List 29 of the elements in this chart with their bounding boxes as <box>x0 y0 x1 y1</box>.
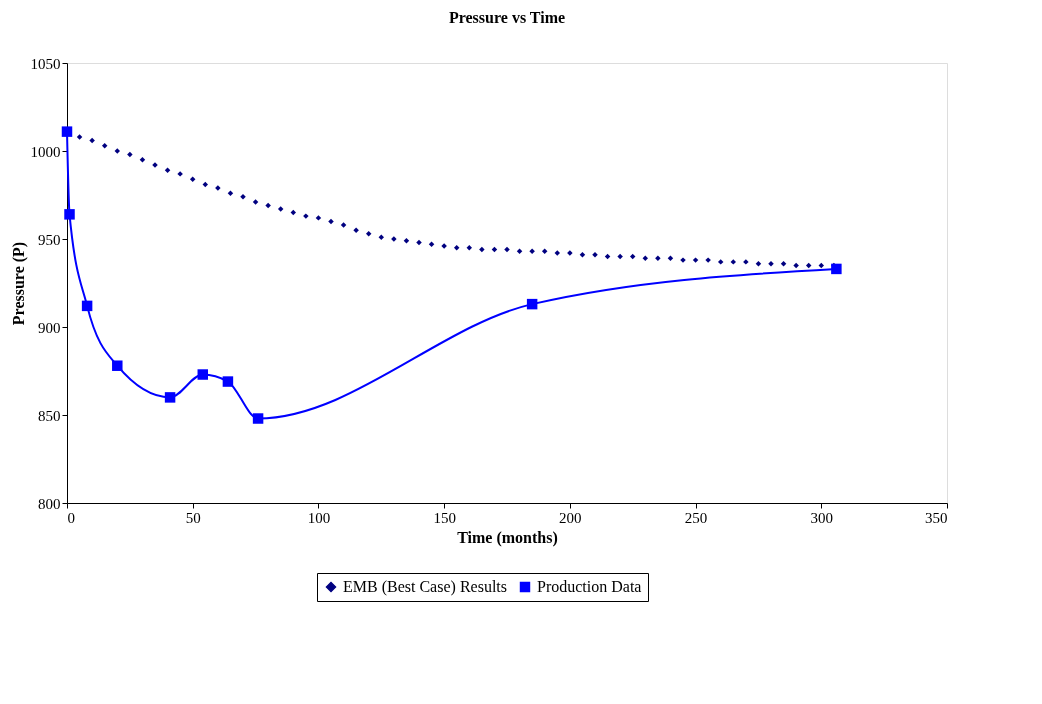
x-tick-label: 150 <box>433 509 456 526</box>
x-tick-label: 350 <box>925 509 948 526</box>
point <box>831 263 842 275</box>
point <box>164 392 176 403</box>
y-tick-label: 850 <box>38 407 61 424</box>
x-tick-label: 50 <box>185 509 201 526</box>
point <box>81 300 93 312</box>
y-tick-label: 900 <box>38 319 61 336</box>
y-tick-label: 950 <box>38 231 61 248</box>
point <box>64 209 75 220</box>
x-tick-label: 300 <box>810 509 834 526</box>
x-tick-label: 250 <box>684 509 708 526</box>
y-tick-label: 1000 <box>30 143 61 160</box>
y-tick-label: 1050 <box>30 55 61 72</box>
point <box>61 126 73 137</box>
x-tick-label: 100 <box>307 509 331 526</box>
y-tick-label: 800 <box>38 495 61 512</box>
chart-title: Pressure vs Time <box>448 9 566 26</box>
point <box>526 298 538 310</box>
legend-label: EMB (Best Case) Results <box>343 578 507 596</box>
x-axis-title: Time (months) <box>457 528 558 547</box>
y-axis-title: Pressure (P) <box>9 241 28 326</box>
point <box>222 376 234 387</box>
point <box>197 369 209 380</box>
x-tick-label: 0 <box>67 509 75 526</box>
point <box>252 413 264 424</box>
legend-label: Production Data <box>537 578 642 595</box>
x-tick-label: 200 <box>559 509 582 526</box>
point <box>112 360 123 371</box>
